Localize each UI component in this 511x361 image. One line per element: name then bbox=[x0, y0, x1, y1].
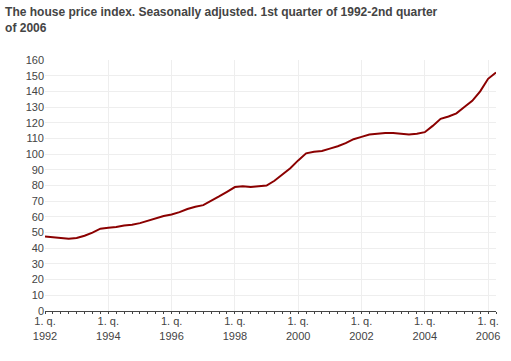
svg-text:60: 60 bbox=[32, 211, 44, 223]
svg-text:1. q.2002: 1. q.2002 bbox=[349, 315, 373, 341]
svg-text:140: 140 bbox=[26, 85, 44, 97]
svg-text:1. q.1998: 1. q.1998 bbox=[223, 315, 247, 341]
svg-text:20: 20 bbox=[32, 273, 44, 285]
svg-text:1. q.2004: 1. q.2004 bbox=[413, 315, 437, 341]
svg-text:120: 120 bbox=[26, 117, 44, 129]
svg-text:1. q.1996: 1. q.1996 bbox=[159, 315, 183, 341]
svg-text:30: 30 bbox=[32, 258, 44, 270]
svg-text:80: 80 bbox=[32, 179, 44, 191]
svg-text:0: 0 bbox=[38, 305, 44, 317]
svg-text:90: 90 bbox=[32, 164, 44, 176]
svg-text:1. q.2000: 1. q.2000 bbox=[286, 315, 310, 341]
svg-text:50: 50 bbox=[32, 226, 44, 238]
svg-text:130: 130 bbox=[26, 101, 44, 113]
svg-text:160: 160 bbox=[26, 54, 44, 66]
svg-text:1. q.1992: 1. q.1992 bbox=[33, 315, 57, 341]
svg-text:150: 150 bbox=[26, 70, 44, 82]
svg-text:40: 40 bbox=[32, 242, 44, 254]
svg-text:100: 100 bbox=[26, 148, 44, 160]
svg-text:10: 10 bbox=[32, 289, 44, 301]
svg-text:The house price index. Seasona: The house price index. Seasonally adjust… bbox=[5, 5, 437, 35]
svg-text:1. q.2006: 1. q.2006 bbox=[476, 315, 500, 341]
svg-text:1. q.1994: 1. q.1994 bbox=[96, 315, 120, 341]
svg-text:110: 110 bbox=[26, 132, 44, 144]
svg-text:70: 70 bbox=[32, 195, 44, 207]
